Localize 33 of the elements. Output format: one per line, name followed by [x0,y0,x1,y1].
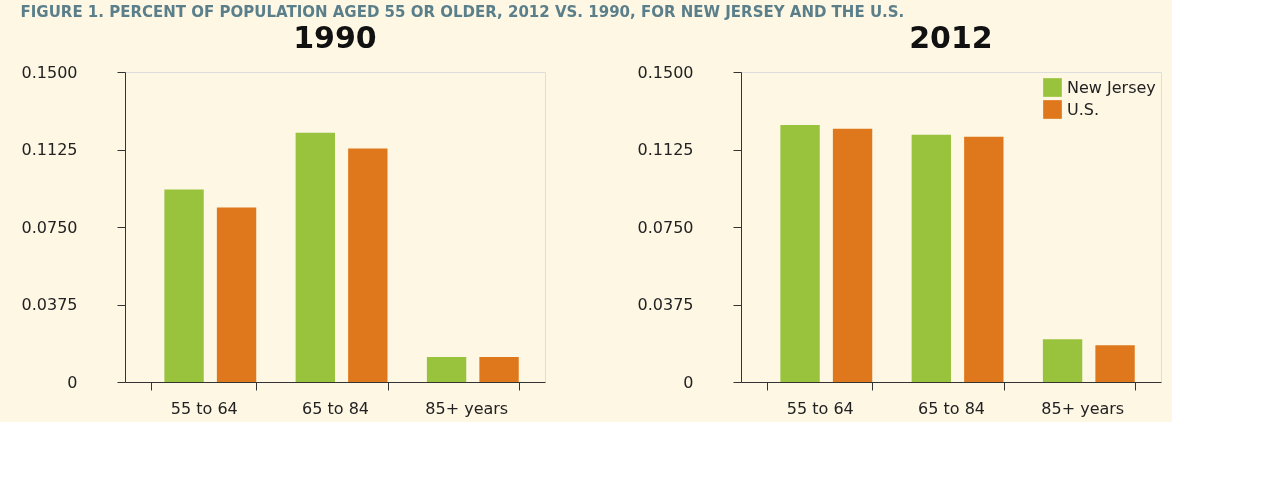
bar [964,136,1004,382]
caption: FIGURE 1. PERCENT OF POPULATION AGED 55 OR OLDER, 2012 VS. 1990, FOR NEW JERSEY AND THE U.S. [20,2,905,21]
y-tick-label: 0.0750 [637,217,694,237]
bar [295,132,335,382]
bar [216,207,257,382]
y-tick-label: 0.1125 [637,140,694,159]
bar [1095,345,1135,382]
bar [780,124,820,382]
bar [832,128,873,382]
x-tick-label: 65 to 84 [918,398,985,418]
x-tick-label: 85+ years [425,398,509,418]
y-tick-label: 0.1500 [637,62,694,82]
bar [348,148,388,382]
y-tick-label: 0.0375 [637,295,694,314]
x-tick-label: 85+ years [1041,398,1125,418]
x-tick-label: 55 to 64 [170,398,238,418]
bar [164,189,204,382]
y-tick-label: 0.0750 [21,217,78,237]
y-tick-label: 0.0375 [21,295,78,314]
legend-label: New Jersey [1067,77,1156,97]
bar [479,356,519,382]
chart-title: 1990 [293,20,377,55]
bar [1042,339,1083,382]
y-tick-label: 0 [683,372,694,392]
bar [911,134,951,382]
y-tick-label: 0 [67,372,78,392]
y-tick-label: 0.1125 [21,140,78,159]
legend-label: U.S. [1067,99,1100,119]
bar [426,356,467,382]
x-tick-label: 65 to 84 [302,398,369,418]
chart-title: 2012 [909,20,993,55]
y-tick-label: 0.1500 [21,62,78,82]
x-tick-label: 55 to 64 [786,398,854,418]
